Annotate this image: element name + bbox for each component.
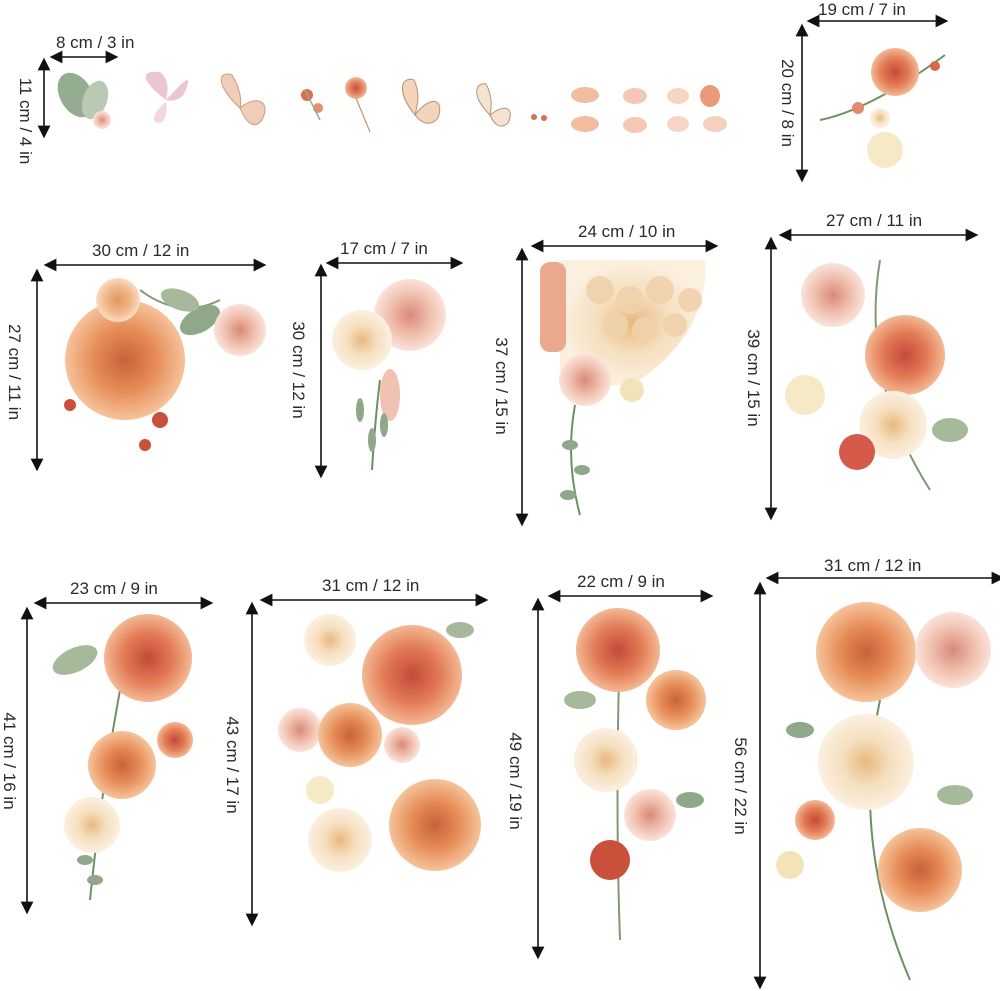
- sticker-peony-cluster: [278, 614, 481, 872]
- width-label: 23 cm / 9 in: [70, 579, 158, 598]
- sticker-orange-peony: [64, 278, 266, 451]
- width-label: 27 cm / 11 in: [826, 211, 923, 230]
- sticker-hydrangea-corner: [540, 260, 706, 516]
- width-label: 22 cm / 9 in: [577, 572, 665, 591]
- width-label: 31 cm / 12 in: [322, 576, 420, 595]
- sticker-cream-roses: [332, 279, 446, 471]
- width-label: 8 cm / 3 in: [56, 33, 135, 52]
- width-label: 24 cm / 10 in: [578, 222, 676, 241]
- sticker-flower-sprig: [819, 48, 946, 168]
- small-sticker-set: [57, 71, 727, 133]
- sticker-dahlia-column: [564, 608, 706, 941]
- width-label: 31 cm / 12 in: [824, 556, 922, 575]
- width-label: 19 cm / 7 in: [818, 0, 906, 19]
- width-label: 17 cm / 7 in: [340, 239, 428, 258]
- sticker-large-garland: [776, 602, 991, 981]
- width-label: 30 cm / 12 in: [92, 241, 190, 260]
- sticker-coral-peony-drop: [52, 614, 193, 901]
- sticker-rose-cascade: [785, 259, 968, 491]
